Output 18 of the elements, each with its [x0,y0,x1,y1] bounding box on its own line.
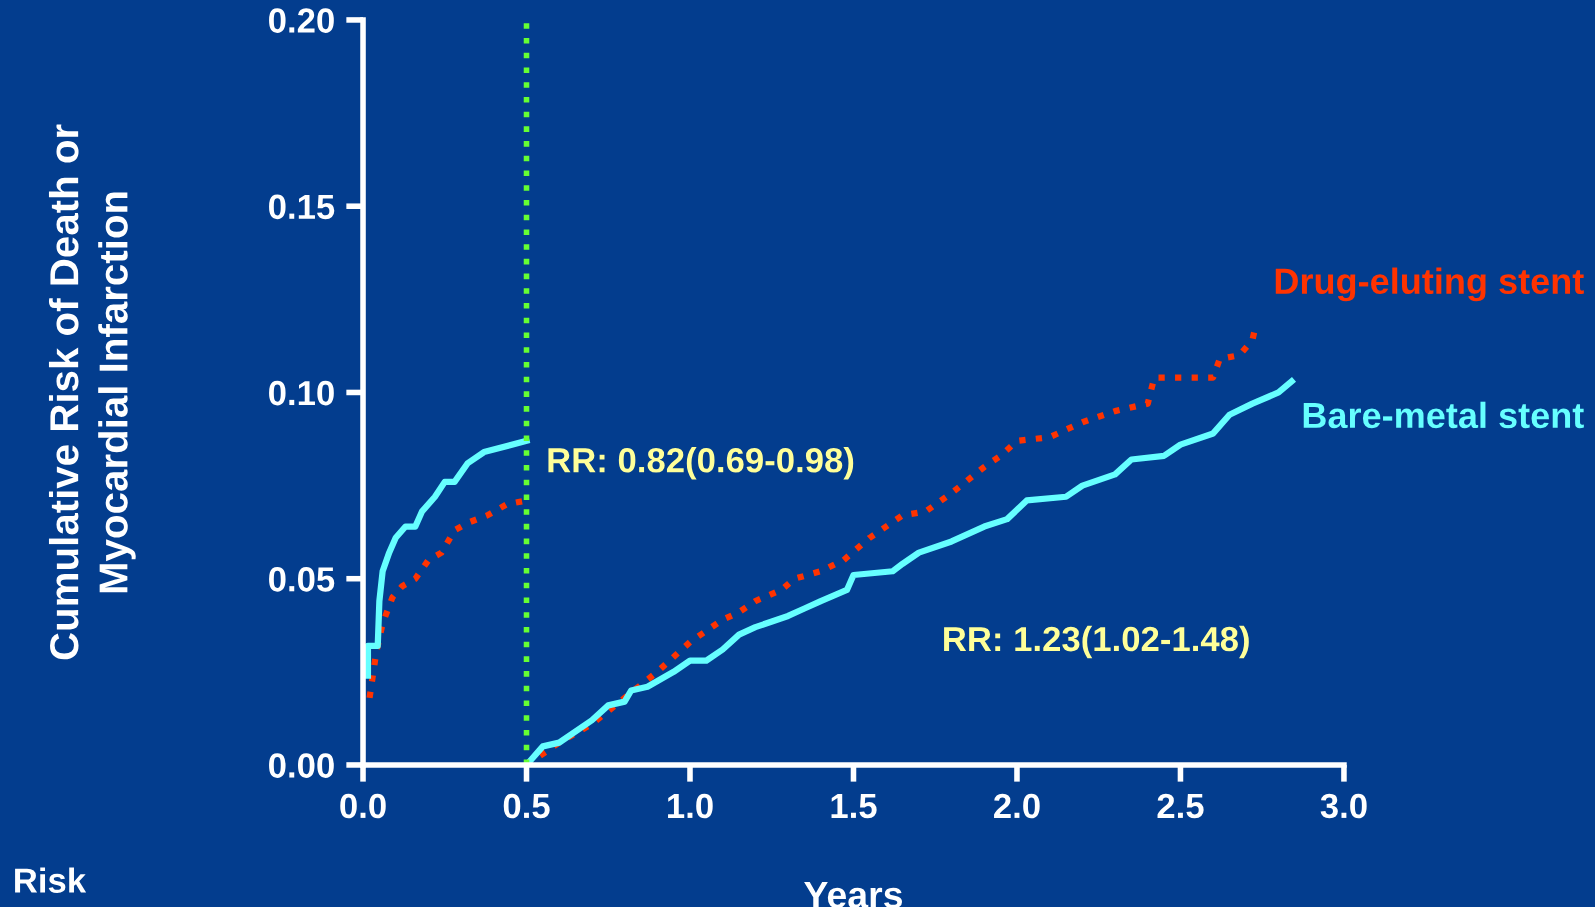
y-tick-label: 0.10 [269,380,334,406]
series-label: Drug-eluting stent [1275,267,1584,302]
y-tick-label: 0.15 [269,194,335,220]
x-tick-label: 0.5 [503,793,550,819]
x-tick-label: 1.5 [831,794,877,819]
y-tick-label: 0.00 [269,753,334,778]
annotation: RR: 1.23(1.02-1.48) [944,625,1249,659]
x-tick-label: 1.0 [668,793,713,819]
x-tick-label: 2.0 [994,793,1040,819]
y-tick-label: 0.05 [269,567,335,592]
x-tick-label: 0.0 [340,793,386,819]
y-axis-title: Cumulative Risk of Death or Myocardial Infarction [48,124,136,660]
text: Risk [15,867,87,893]
x-tick-label: 2.5 [1157,793,1204,819]
y-tick-label: 0.20 [269,8,334,33]
annotation: RR: 0.82(0.69-0.98) [548,447,854,480]
x-tick-label: 3.0 [1320,793,1367,819]
series-label: Bare-metal stent [1303,401,1584,429]
